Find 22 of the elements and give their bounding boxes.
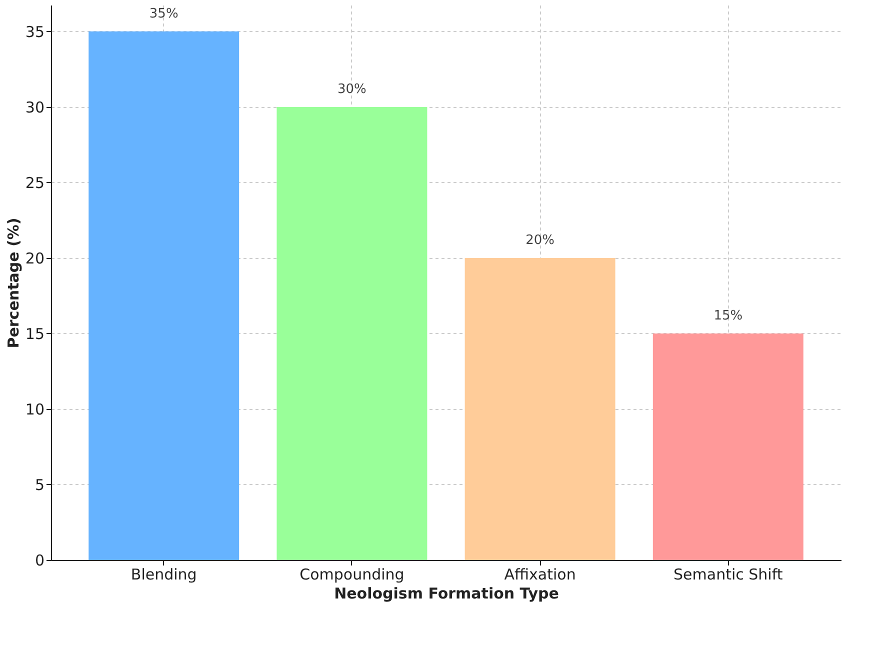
data-label: 35% (149, 6, 178, 22)
y-tick-label: 0 (34, 552, 44, 570)
x-axis-title: Neologism Formation Type (334, 584, 559, 602)
bar (88, 31, 240, 560)
y-tick-label: 35 (25, 22, 44, 41)
data-label: 30% (338, 82, 366, 97)
x-tick-label: Affixation (504, 566, 576, 584)
x-tick-label: Compounding (300, 566, 404, 584)
bar (276, 106, 428, 560)
y-tick-label: 15 (25, 324, 44, 343)
data-label: 20% (526, 232, 554, 248)
y-tick-label: 5 (34, 476, 44, 494)
y-tick-label: 10 (25, 400, 44, 418)
x-tick-label: Blending (130, 566, 197, 584)
x-tick-label: Semantic Shift (674, 566, 783, 584)
bar (652, 333, 804, 560)
y-axis-title: Percentage (%) (4, 218, 22, 348)
bar (464, 258, 616, 560)
y-tick-label: 30 (25, 98, 44, 116)
y-tick-label: 20 (25, 249, 44, 268)
y-tick-label: 25 (25, 174, 44, 192)
data-label: 15% (714, 308, 743, 324)
